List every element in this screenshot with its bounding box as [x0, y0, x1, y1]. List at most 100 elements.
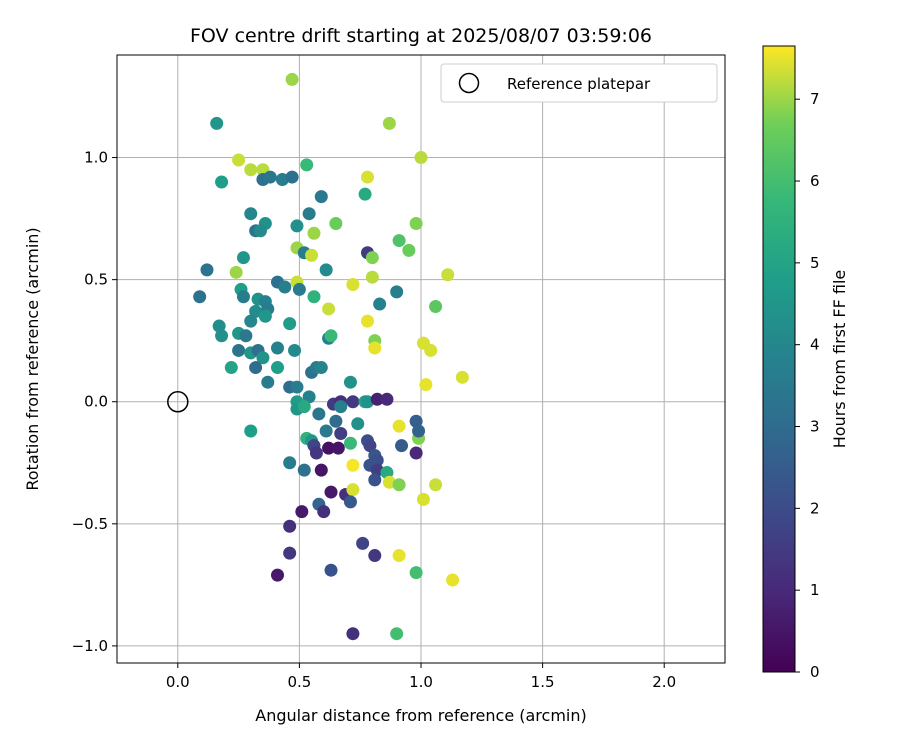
- scatter-point: [271, 568, 285, 582]
- scatter-point: [409, 216, 423, 230]
- scatter-point: [343, 436, 357, 450]
- colorbar-tick-label: 5: [810, 254, 820, 272]
- x-tick-label: 0.0: [166, 673, 190, 691]
- y-tick-label: 0.0: [84, 393, 108, 411]
- scatter-point: [239, 329, 253, 343]
- scatter-point: [346, 395, 360, 409]
- scatter-point: [380, 392, 394, 406]
- scatter-point: [314, 190, 328, 204]
- y-axis-label: Rotation from reference (arcmin): [23, 227, 42, 490]
- scatter-point: [200, 263, 214, 277]
- scatter-point: [249, 304, 263, 318]
- scatter-point: [392, 478, 406, 492]
- scatter-point: [278, 280, 292, 294]
- scatter-point: [409, 566, 423, 580]
- y-tick-label: −1.0: [72, 637, 108, 655]
- scatter-point: [346, 278, 360, 292]
- colorbar-label: Hours from first FF file: [830, 270, 849, 449]
- scatter-point: [368, 341, 382, 355]
- scatter-points: [193, 72, 469, 641]
- reference-marker: [167, 390, 189, 413]
- scatter-point: [365, 270, 379, 284]
- scatter-point: [297, 463, 311, 477]
- y-tick-label: 0.5: [84, 271, 108, 289]
- scatter-point: [244, 163, 258, 177]
- scatter-point: [232, 153, 246, 167]
- scatter-point: [346, 458, 360, 472]
- scatter-point: [331, 441, 345, 455]
- scatter-point: [236, 251, 250, 265]
- colorbar-tick-label: 2: [810, 499, 820, 517]
- scatter-point: [363, 439, 377, 453]
- scatter-point: [414, 151, 428, 165]
- scatter-point: [283, 519, 297, 533]
- scatter-point: [334, 400, 348, 414]
- scatter-point: [302, 390, 316, 404]
- scatter-point: [307, 290, 321, 304]
- scatter-point: [412, 424, 426, 438]
- colorbar-tick-label: 4: [810, 336, 820, 354]
- scatter-point: [360, 395, 374, 409]
- scatter-point: [329, 414, 343, 428]
- scatter-point: [307, 226, 321, 240]
- scatter-point: [351, 417, 365, 431]
- reference-platepar-marker: [167, 390, 189, 413]
- scatter-point: [290, 219, 304, 233]
- legend: Reference platepar: [440, 63, 718, 103]
- scatter-point: [343, 375, 357, 389]
- scatter-point: [346, 627, 360, 641]
- scatter-point: [365, 251, 379, 265]
- x-axis-label: Angular distance from reference (arcmin): [255, 706, 586, 725]
- scatter-point: [370, 463, 384, 477]
- scatter-point: [416, 492, 430, 506]
- scatter-point: [305, 248, 319, 262]
- scatter-point: [390, 627, 404, 641]
- scatter-point: [392, 549, 406, 563]
- scatter-point: [244, 424, 258, 438]
- scatter-point: [215, 175, 229, 189]
- scatter-point: [409, 414, 423, 428]
- scatter-point: [446, 573, 460, 587]
- scatter-point: [322, 302, 336, 316]
- scatter-point: [358, 187, 372, 201]
- scatter-point: [283, 317, 297, 331]
- scatter-point: [390, 285, 404, 299]
- scatter-point: [232, 343, 246, 357]
- scatter-point: [297, 400, 311, 414]
- colorbar-tick-label: 0: [810, 663, 820, 681]
- scatter-point: [319, 424, 333, 438]
- colorbar-ticks: 0 1 2 3 4 5 6 7: [795, 90, 820, 681]
- scatter-point: [312, 407, 326, 421]
- x-tick-label: 2.0: [652, 673, 676, 691]
- colorbar-tick-label: 7: [810, 90, 820, 108]
- scatter-point: [236, 290, 250, 304]
- scatter-point: [360, 170, 374, 184]
- colorbar-tick-label: 1: [810, 581, 820, 599]
- scatter-point: [309, 446, 323, 460]
- scatter-point: [283, 456, 297, 470]
- scatter-point: [346, 483, 360, 497]
- scatter-point: [271, 361, 285, 375]
- scatter-point: [455, 370, 469, 384]
- scatter-point: [249, 361, 263, 375]
- scatter-point: [300, 158, 314, 172]
- scatter-point: [329, 216, 343, 230]
- scatter-point: [258, 309, 272, 323]
- scatter-point: [370, 392, 384, 406]
- scatter-point: [382, 116, 396, 130]
- scatter-point: [288, 343, 302, 357]
- scatter-point: [322, 441, 336, 455]
- legend-entry-reference: Reference platepar: [507, 75, 651, 93]
- scatter-point: [429, 478, 443, 492]
- y-axis-ticks: −1.0 −0.5 0.0 0.5 1.0: [72, 149, 117, 655]
- scatter-point: [271, 341, 285, 355]
- scatter-point: [261, 375, 275, 389]
- scatter-point: [302, 207, 316, 221]
- scatter-point: [360, 314, 374, 328]
- scatter-point: [419, 378, 433, 392]
- colorbar: 0 1 2 3 4 5 6 7 Hours from first FF file: [762, 45, 849, 681]
- scatter-point: [314, 361, 328, 375]
- scatter-point: [215, 329, 229, 343]
- x-tick-label: 0.5: [287, 673, 311, 691]
